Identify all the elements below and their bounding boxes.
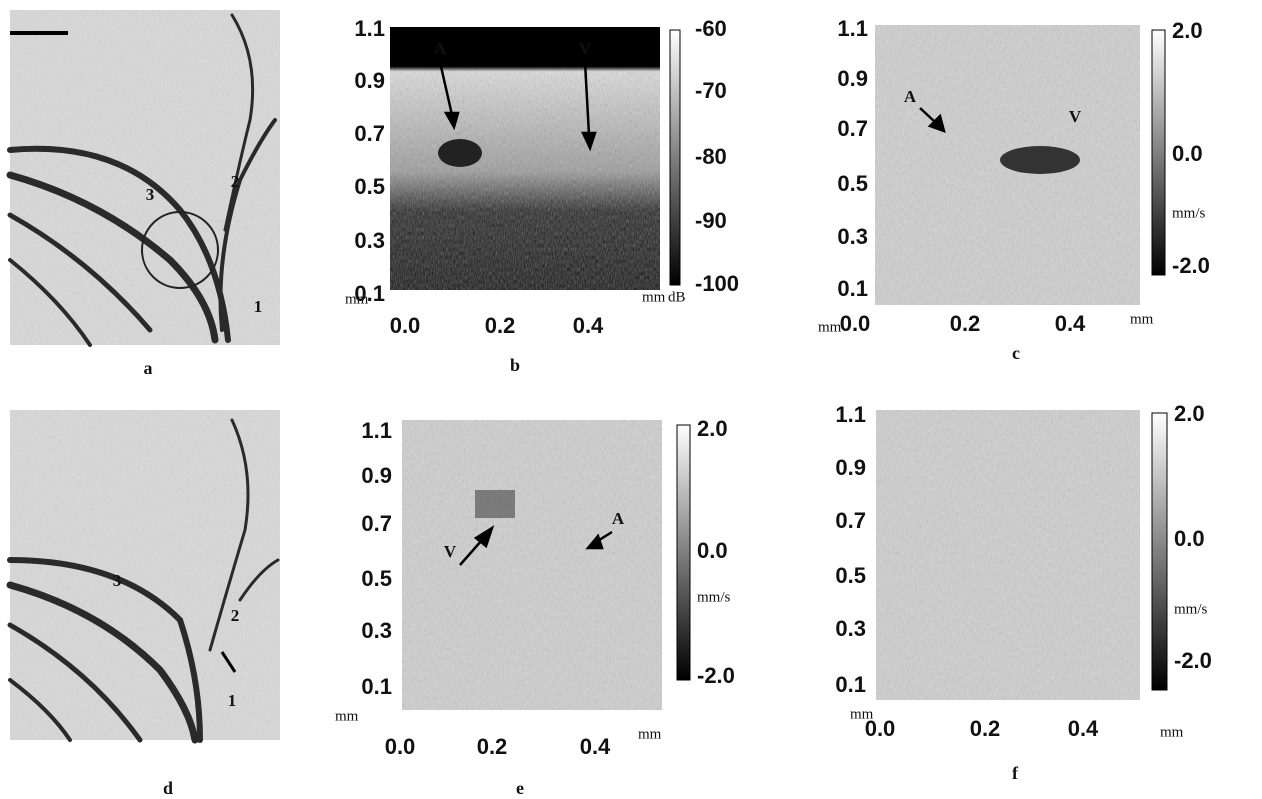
colorbar-tick-label: -100: [695, 271, 739, 296]
fundus-image: [6, 410, 280, 744]
colorbar-tick-label: -80: [695, 144, 727, 169]
colorbar-tick-label: 2.0: [697, 416, 728, 441]
y-tick-label: 0.7: [837, 116, 868, 141]
y-tick-label: 0.7: [361, 511, 392, 536]
x-unit: mm: [642, 289, 666, 305]
panel-label: b: [510, 355, 520, 375]
annotation: V: [579, 39, 592, 58]
x-tick-label: 0.0: [865, 716, 896, 741]
colorbar-tick-label: -70: [695, 78, 727, 103]
colorbar-unit: dB: [668, 289, 686, 305]
velocity-image: [402, 420, 691, 710]
colorbar-unit: mm/s: [1174, 601, 1208, 617]
velocity-image: [875, 25, 1166, 305]
y-tick-label: 0.5: [361, 566, 392, 591]
colorbar-tick-label: 0.0: [1172, 141, 1203, 166]
x-tick-label: 0.2: [950, 311, 981, 336]
annotation: A: [434, 39, 447, 58]
colorbar-tick-label: -2.0: [697, 663, 735, 688]
x-tick-label: 0.0: [390, 313, 421, 338]
colorbar-unit: mm/s: [1172, 205, 1206, 221]
y-tick-label: 0.7: [354, 121, 385, 146]
y-tick-label: 0.1: [835, 672, 866, 697]
annotation: A: [612, 509, 625, 528]
x-tick-label: 0.2: [477, 734, 508, 759]
annotation: V: [1069, 107, 1082, 126]
fundus-image: [6, 10, 280, 347]
x-tick-label: 0.2: [485, 313, 516, 338]
annotation: 3: [113, 571, 122, 590]
x-tick-label: 0.4: [580, 734, 611, 759]
y-tick-label: 0.5: [835, 563, 866, 588]
panel-label: f: [1012, 763, 1019, 783]
colorbar-tick-label: -60: [695, 16, 727, 41]
x-tick-label: 0.4: [573, 313, 604, 338]
x-unit: mm: [638, 726, 662, 742]
y-tick-label: 1.1: [837, 16, 868, 41]
x-unit: mm: [1160, 724, 1184, 740]
y-unit: mm: [345, 291, 369, 307]
x-tick-label: 0.2: [970, 716, 1001, 741]
y-tick-label: 0.3: [837, 224, 868, 249]
annotation: 2: [231, 606, 240, 625]
x-tick-label: 0.0: [385, 734, 416, 759]
colorbar-tick-label: 0.0: [697, 538, 728, 563]
x-unit: mm: [1130, 311, 1154, 327]
x-tick-label: 0.4: [1055, 311, 1086, 336]
y-tick-label: 0.9: [361, 463, 392, 488]
y-tick-label: 0.1: [837, 276, 868, 301]
y-unit: mm: [850, 706, 874, 722]
y-tick-label: 1.1: [361, 418, 392, 443]
colorbar-unit: mm/s: [697, 589, 731, 605]
panel-label: d: [163, 778, 173, 798]
annotation: A: [904, 87, 917, 106]
y-unit: mm: [818, 319, 842, 335]
panel-label: a: [144, 358, 153, 378]
y-tick-label: 0.5: [837, 171, 868, 196]
x-tick-label: 0.0: [840, 311, 871, 336]
y-tick-label: 0.3: [361, 618, 392, 643]
colorbar-tick-label: 0.0: [1174, 526, 1205, 551]
y-tick-label: 0.9: [354, 68, 385, 93]
arrows: [438, 61, 946, 566]
colorbar-tick-label: 2.0: [1172, 18, 1203, 43]
y-tick-label: 0.7: [835, 508, 866, 533]
colorbar-tick-label: -2.0: [1172, 253, 1210, 278]
y-tick-label: 0.1: [354, 281, 385, 306]
y-tick-label: 0.3: [354, 228, 385, 253]
colorbar-tick-label: -90: [695, 208, 727, 233]
annotation: 2: [231, 172, 240, 191]
y-tick-label: 0.1: [361, 674, 392, 699]
panel-label: e: [516, 778, 524, 798]
colorbar-tick-label: -2.0: [1174, 648, 1212, 673]
y-tick-label: 0.5: [354, 174, 385, 199]
colorbar-tick-label: 2.0: [1174, 401, 1205, 426]
annotation: 1: [254, 297, 263, 316]
y-tick-label: 1.1: [835, 402, 866, 427]
y-tick-label: 1.1: [354, 16, 385, 41]
y-tick-label: 0.9: [837, 66, 868, 91]
annotation: 1: [228, 691, 237, 710]
panel-label: c: [1012, 343, 1020, 363]
y-unit: mm: [335, 708, 359, 724]
oct-image: [390, 27, 681, 290]
annotation: V: [444, 542, 457, 561]
y-tick-label: 0.9: [835, 455, 866, 480]
annotation: 3: [146, 185, 155, 204]
velocity-image: [876, 410, 1168, 700]
y-tick-label: 0.3: [835, 616, 866, 641]
x-tick-label: 0.4: [1068, 716, 1099, 741]
